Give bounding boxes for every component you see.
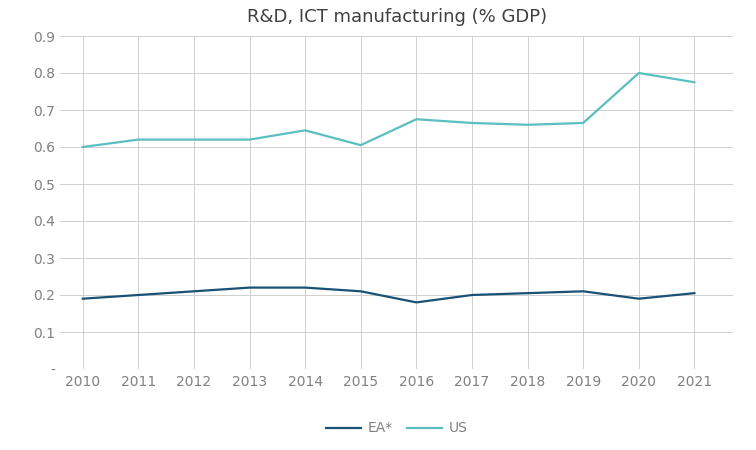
US: [78, 144, 87, 150]
EA*: [245, 285, 254, 290]
US: [245, 137, 254, 142]
EA*: [690, 290, 699, 296]
US: [412, 117, 421, 122]
EA*: [134, 292, 143, 298]
US: [134, 137, 143, 142]
EA*: [578, 288, 587, 294]
EA*: [301, 285, 310, 290]
EA*: [467, 292, 476, 298]
US: [634, 70, 643, 76]
US: [301, 128, 310, 133]
Line: EA*: EA*: [82, 288, 695, 302]
US: [690, 80, 699, 85]
US: [523, 122, 532, 127]
US: [578, 120, 587, 126]
Title: R&D, ICT manufacturing (% GDP): R&D, ICT manufacturing (% GDP): [247, 8, 547, 26]
EA*: [523, 290, 532, 296]
EA*: [634, 296, 643, 302]
Line: US: US: [82, 73, 695, 147]
US: [190, 137, 199, 142]
EA*: [78, 296, 87, 302]
EA*: [412, 300, 421, 305]
EA*: [190, 288, 199, 294]
EA*: [356, 288, 365, 294]
US: [356, 143, 365, 148]
US: [467, 120, 476, 126]
Legend: EA*, US: EA*, US: [321, 416, 473, 441]
